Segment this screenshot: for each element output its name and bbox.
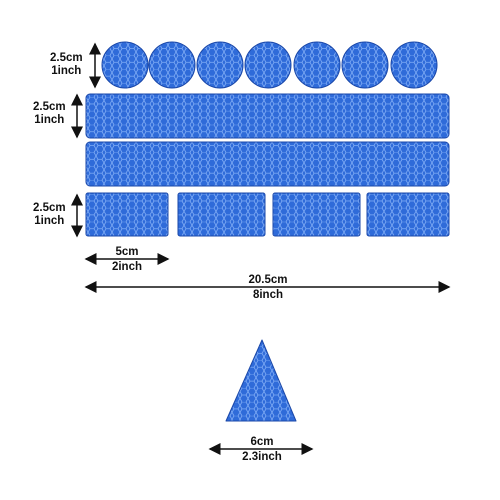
- triangle-sticker: [225, 339, 297, 422]
- long-strip-sticker: [85, 93, 450, 139]
- strip-width-imperial: 8inch: [252, 289, 284, 301]
- circle-sticker: [101, 41, 149, 89]
- rect-width-label: 5cm 2inch: [106, 246, 148, 274]
- rect-height-metric: 2.5cm: [33, 202, 66, 214]
- dimension-arrows: [71, 42, 451, 455]
- circle-sticker: [341, 41, 389, 89]
- rect-width-metric: 5cm: [115, 246, 139, 258]
- circle-sticker: [293, 41, 341, 89]
- small-rectangle-sticker: [177, 192, 266, 237]
- strip-width-label: 20.5cm 8inch: [244, 274, 292, 302]
- circle-sticker: [390, 41, 438, 89]
- strip-width-metric: 20.5cm: [248, 274, 288, 286]
- triangle-width-label: 6cm 2.3inch: [239, 436, 285, 464]
- circle-sticker: [196, 41, 244, 89]
- small-rectangle-sticker: [366, 192, 450, 237]
- circle-sticker: [148, 41, 196, 89]
- rect-height-label: 2.5cm 1inch: [33, 202, 66, 228]
- circle-sticker-row: [101, 41, 438, 89]
- small-rectangle-sticker: [272, 192, 361, 237]
- circle-height-metric: 2.5cm: [50, 52, 83, 64]
- strip-height-label: 2.5cm 1inch: [33, 101, 66, 127]
- triangle-width-imperial: 2.3inch: [242, 451, 282, 463]
- small-rectangle-stickers: [85, 192, 450, 237]
- rect-width-imperial: 2inch: [111, 261, 143, 273]
- long-strip-stickers: [85, 93, 450, 187]
- long-strip-sticker: [85, 141, 450, 187]
- triangle-width-metric: 6cm: [250, 436, 274, 448]
- small-rectangle-sticker: [85, 192, 169, 237]
- circle-height-imperial: 1inch: [51, 65, 82, 77]
- circle-sticker: [244, 41, 292, 89]
- strip-height-imperial: 1inch: [34, 114, 65, 126]
- strip-height-metric: 2.5cm: [33, 101, 66, 113]
- circle-height-label: 2.5cm 1inch: [50, 52, 83, 78]
- rect-height-imperial: 1inch: [34, 215, 65, 227]
